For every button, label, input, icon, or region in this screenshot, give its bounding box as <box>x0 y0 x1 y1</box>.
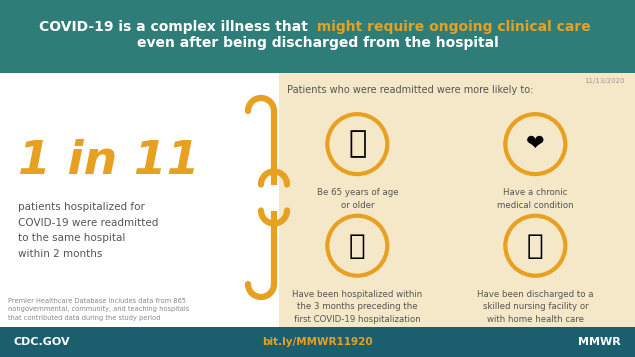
Circle shape <box>505 216 565 276</box>
Text: Have been discharged to a
skilled nursing facility or
with home health care: Have been discharged to a skilled nursin… <box>477 290 594 324</box>
Text: CDC.GOV: CDC.GOV <box>14 337 70 347</box>
Text: Be 65 years of age
or older: Be 65 years of age or older <box>316 188 398 210</box>
Text: 👴: 👴 <box>348 130 366 159</box>
Text: 11/13/2020: 11/13/2020 <box>584 78 625 84</box>
Text: Patients who were readmitted were more likely to:: Patients who were readmitted were more l… <box>287 85 533 95</box>
Text: might require ongoing clinical care: might require ongoing clinical care <box>312 20 591 34</box>
Bar <box>0 0 635 73</box>
Bar <box>279 73 635 327</box>
Bar <box>0 73 279 327</box>
Text: bit.ly/MMWR11920: bit.ly/MMWR11920 <box>262 337 373 347</box>
Text: ❤️: ❤️ <box>526 134 545 154</box>
Text: MMWR: MMWR <box>578 337 621 347</box>
Text: even after being discharged from the hospital: even after being discharged from the hos… <box>137 36 498 50</box>
Text: 🏠: 🏠 <box>527 232 544 260</box>
Text: COVID-19 is a complex illness that: COVID-19 is a complex illness that <box>39 20 312 34</box>
Circle shape <box>505 114 565 174</box>
Circle shape <box>327 114 387 174</box>
Text: Have been hospitalized within
the 3 months preceding the
first COVID-19 hospital: Have been hospitalized within the 3 mont… <box>292 290 422 324</box>
Text: Have a chronic
medical condition: Have a chronic medical condition <box>497 188 573 210</box>
Circle shape <box>327 216 387 276</box>
Text: patients hospitalized for
COVID-19 were readmitted
to the same hospital
within 2: patients hospitalized for COVID-19 were … <box>18 202 158 259</box>
Bar <box>0 327 635 357</box>
Text: Premier Healthcare Database includes data from 865
nongovernmental, community, a: Premier Healthcare Database includes dat… <box>8 298 189 321</box>
Text: 1 in 11: 1 in 11 <box>18 139 199 185</box>
Text: 🏥: 🏥 <box>349 232 366 260</box>
